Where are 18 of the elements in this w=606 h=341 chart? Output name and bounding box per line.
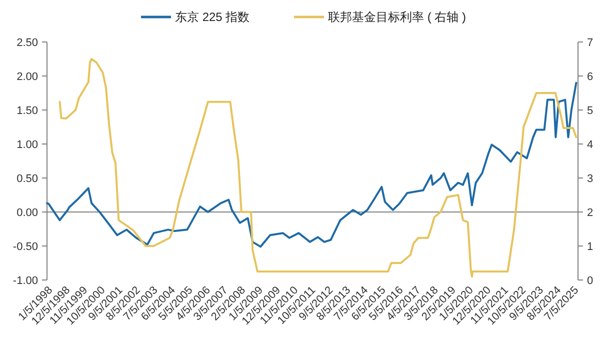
y2-tick-label: 1 — [587, 240, 594, 253]
y2-tick-label: 0 — [587, 274, 594, 287]
y-tick-label: 0.50 — [16, 172, 38, 185]
y-tick-label: 1.00 — [16, 138, 38, 151]
y-tick-label: -1.00 — [12, 274, 38, 287]
y2-tick-label: 6 — [587, 70, 594, 83]
y2-tick-label: 4 — [587, 138, 594, 151]
y2-tick-label: 3 — [587, 172, 594, 185]
y2-tick-label: 7 — [587, 36, 594, 49]
y-tick-label: 0.00 — [16, 206, 38, 219]
y2-tick-label: 5 — [587, 104, 594, 117]
y-tick-label: 2.50 — [16, 36, 38, 49]
y-tick-label: 1.50 — [16, 104, 38, 117]
legend-label: 东京 225 指数 — [175, 10, 250, 24]
y2-tick-label: 2 — [587, 206, 594, 219]
y-tick-label: 2.00 — [16, 70, 38, 83]
y-tick-label: -0.50 — [12, 240, 38, 253]
legend-label: 联邦基金目标利率 ( 右轴 ) — [328, 10, 466, 24]
